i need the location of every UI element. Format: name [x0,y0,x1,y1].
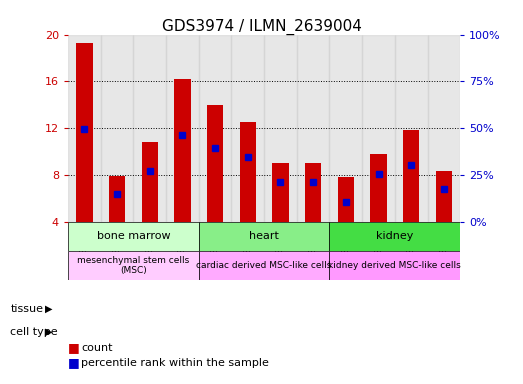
Bar [68,251,199,280]
Bar [329,251,460,280]
Bar [370,154,386,222]
Bar [428,35,460,222]
Bar [199,35,231,222]
Bar [109,176,125,222]
Text: mesenchymal stem cells
(MSC): mesenchymal stem cells (MSC) [77,256,189,275]
Bar [133,35,166,222]
Bar [68,222,199,251]
Text: ▶: ▶ [45,327,52,337]
Bar [403,131,419,222]
Bar [166,35,199,222]
Text: count: count [81,343,112,353]
Text: ▶: ▶ [45,304,52,314]
Bar [76,43,93,222]
Text: GDS3974 / ILMN_2639004: GDS3974 / ILMN_2639004 [162,19,361,35]
Bar [329,222,460,251]
Text: heart: heart [249,231,279,241]
Bar [338,177,354,222]
Bar [174,79,190,222]
Bar [362,35,395,222]
Bar [231,35,264,222]
Text: bone marrow: bone marrow [97,231,170,241]
Bar [142,142,158,222]
Bar [305,163,321,222]
Bar [100,35,133,222]
Text: percentile rank within the sample: percentile rank within the sample [81,358,269,368]
Bar [207,105,223,222]
Bar [272,163,289,222]
Text: ■: ■ [68,356,79,369]
Text: tissue: tissue [10,304,43,314]
Bar [68,35,100,222]
Bar [329,35,362,222]
Text: kidney: kidney [376,231,414,241]
Bar [199,251,329,280]
Text: ■: ■ [68,341,79,354]
Bar [199,222,329,251]
Bar [297,35,329,222]
Bar [395,35,428,222]
Text: cell type: cell type [10,327,58,337]
Text: kidney derived MSC-like cells: kidney derived MSC-like cells [328,261,461,270]
Bar [264,35,297,222]
Text: cardiac derived MSC-like cells: cardiac derived MSC-like cells [197,261,332,270]
Bar [436,171,452,222]
Bar [240,122,256,222]
